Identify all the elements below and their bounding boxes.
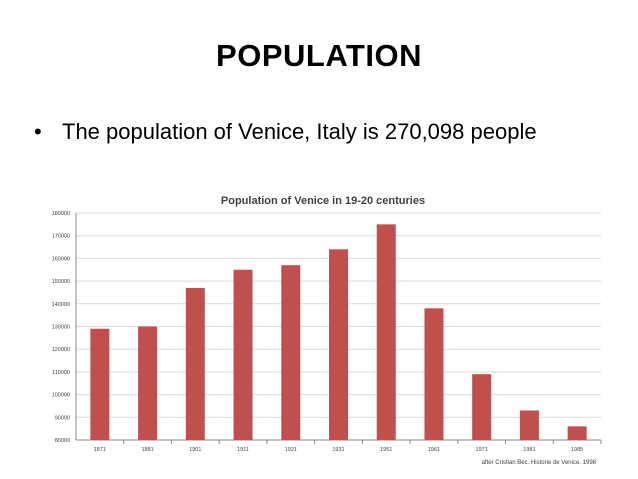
bar-1961 [424, 308, 444, 440]
x-tick-label: 1921 [285, 447, 297, 453]
y-tick-label: 120000 [52, 347, 70, 353]
x-tick-label: 1931 [332, 447, 344, 453]
x-tick-label: 1881 [141, 447, 153, 453]
bar-1951 [376, 224, 396, 440]
y-tick-label: 150000 [52, 279, 70, 285]
x-tick-label: 1961 [428, 447, 440, 453]
chart-bars [90, 224, 587, 440]
x-tick-label: 1971 [476, 447, 488, 453]
y-axis-tick-labels: 80000 90000 100000 110000 120000 130000 140000… [52, 211, 70, 444]
bar-1971 [472, 374, 492, 440]
x-tick-label: 1901 [189, 447, 201, 453]
y-tick-label: 160000 [52, 256, 70, 262]
y-tick-label: 140000 [52, 302, 70, 308]
chart-title: Population of Venice in 19-20 centuries [221, 195, 425, 207]
x-axis-tick-labels: 1871 1881 1901 1911 1921 1931 1951 1961 1971 1981… [94, 447, 584, 453]
y-tick-label: 80000 [55, 438, 70, 444]
bullet-marker: • [34, 119, 42, 144]
y-tick-label: 90000 [55, 415, 70, 421]
y-tick-label: 180000 [52, 211, 70, 217]
x-tick-label: 1911 [237, 447, 249, 453]
y-tick-label: 130000 [52, 325, 70, 331]
y-tick-label: 100000 [52, 393, 70, 399]
y-tick-label: 110000 [52, 370, 70, 376]
x-tick-label: 1985 [571, 447, 583, 453]
x-tick-label: 1981 [523, 447, 535, 453]
bar-1881 [138, 326, 158, 440]
bar-1911 [233, 269, 253, 440]
bar-1931 [329, 249, 348, 440]
bar-1901 [185, 287, 205, 440]
bar-1871 [90, 328, 110, 440]
bar-1981 [519, 410, 539, 440]
bullet-item: • The population of Venice, Italy is 270… [34, 116, 594, 147]
bar-1921 [281, 265, 301, 440]
x-tick-label: 1951 [380, 447, 392, 453]
y-tick-label: 170000 [52, 234, 70, 240]
bullet-text: The population of Venice, Italy is 270,0… [62, 119, 537, 144]
slide-title: POPULATION [216, 38, 422, 73]
bar-1985 [567, 426, 587, 440]
chart-source-note: after Cristian Bec. Historie de Venice. … [482, 460, 597, 466]
x-tick-label: 1871 [94, 447, 106, 453]
